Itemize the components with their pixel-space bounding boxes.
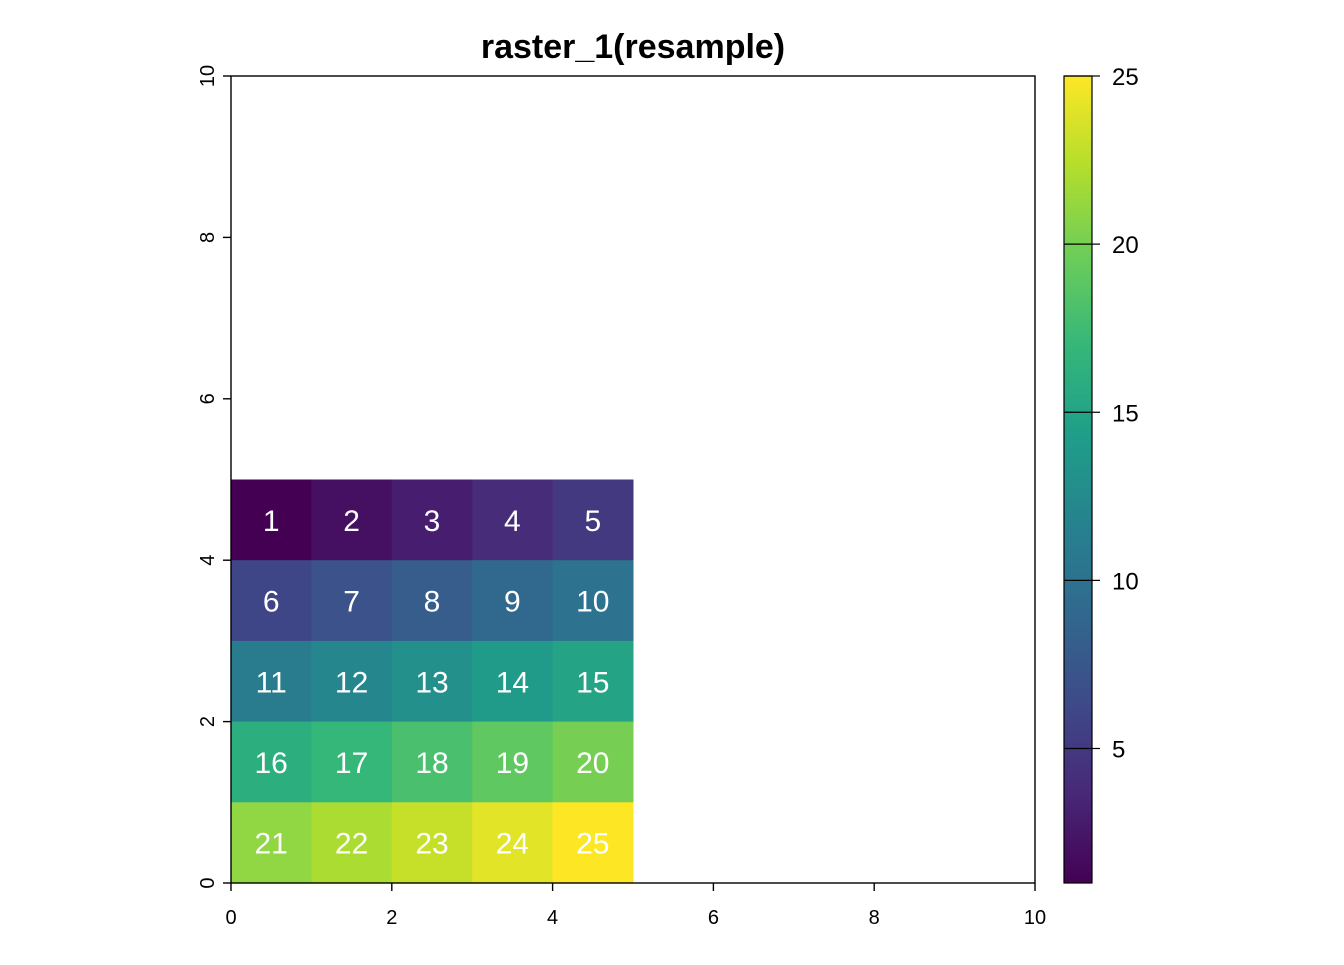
cell-value-label: 21 bbox=[255, 828, 288, 861]
raster-cell bbox=[472, 721, 554, 803]
legend-tick-label: 20 bbox=[1112, 232, 1139, 259]
legend-tick-label: 5 bbox=[1112, 737, 1125, 764]
raster-cell bbox=[391, 802, 473, 884]
cell-value-label: 4 bbox=[504, 505, 521, 538]
cell-value-label: 25 bbox=[576, 828, 609, 861]
raster-cell bbox=[472, 479, 554, 561]
x-tick-label: 0 bbox=[225, 907, 236, 929]
x-tick-label: 8 bbox=[869, 907, 880, 929]
raster-cell bbox=[231, 640, 312, 723]
y-tick-label: 10 bbox=[197, 65, 219, 87]
raster-cell bbox=[552, 802, 634, 884]
cell-value-label: 13 bbox=[415, 666, 448, 699]
cell-value-label: 22 bbox=[335, 828, 368, 861]
y-tick-label: 8 bbox=[197, 232, 219, 243]
x-tick-label: 6 bbox=[708, 907, 719, 929]
cell-value-label: 8 bbox=[424, 586, 441, 619]
legend-tick-label: 15 bbox=[1112, 400, 1139, 427]
cell-value-label: 19 bbox=[496, 747, 529, 780]
x-axis: 0 2 4 6 8 10 bbox=[225, 883, 1046, 929]
raster-cell bbox=[552, 721, 634, 803]
cell-value-label: 5 bbox=[584, 505, 601, 538]
cell-value-label: 24 bbox=[496, 828, 529, 861]
cell-value-label: 23 bbox=[415, 828, 448, 861]
raster-cell bbox=[391, 479, 473, 561]
chart-title: raster_1(resample) bbox=[481, 28, 785, 66]
raster-cell bbox=[391, 560, 473, 642]
cell-value-label: 6 bbox=[263, 586, 280, 619]
raster-cell bbox=[391, 721, 473, 803]
raster-cell bbox=[231, 802, 312, 884]
x-tick-label: 4 bbox=[547, 907, 558, 929]
raster-cell bbox=[311, 479, 393, 561]
raster-cell bbox=[472, 640, 554, 723]
raster-cell bbox=[231, 479, 312, 561]
cell-value-label: 3 bbox=[424, 505, 441, 538]
legend-tick-label: 10 bbox=[1112, 568, 1139, 595]
cell-value-label: 18 bbox=[415, 747, 448, 780]
cell-value-label: 2 bbox=[343, 505, 360, 538]
legend-tick-label: 25 bbox=[1112, 64, 1139, 91]
color-legend: 5 10 15 20 25 bbox=[1063, 64, 1139, 884]
raster-cell bbox=[391, 640, 473, 723]
cell-value-label: 11 bbox=[256, 666, 287, 699]
raster-cell bbox=[311, 721, 393, 803]
raster-cell bbox=[311, 802, 393, 884]
raster-cell bbox=[311, 640, 393, 723]
y-tick-label: 4 bbox=[197, 555, 219, 566]
legend-colorbar bbox=[1064, 76, 1092, 883]
raster-cell bbox=[552, 640, 634, 723]
cell-value-label: 14 bbox=[496, 666, 529, 699]
cell-value-label: 15 bbox=[576, 666, 609, 699]
y-tick-label: 2 bbox=[197, 716, 219, 727]
x-tick-label: 10 bbox=[1024, 907, 1046, 929]
raster-cell bbox=[311, 560, 393, 642]
raster-cell bbox=[552, 479, 634, 561]
raster-cell bbox=[472, 802, 554, 884]
cell-value-label: 16 bbox=[255, 747, 288, 780]
cell-value-label: 9 bbox=[504, 586, 521, 619]
raster-cell bbox=[552, 560, 634, 642]
plot-frame bbox=[230, 75, 1036, 884]
legend-frame bbox=[1063, 75, 1093, 884]
raster-cell bbox=[231, 721, 312, 803]
raster-cell bbox=[231, 560, 312, 642]
y-axis: 0 2 4 6 8 10 bbox=[197, 65, 231, 889]
cell-value-label: 17 bbox=[335, 747, 368, 780]
cell-value-label: 7 bbox=[343, 586, 360, 619]
y-tick-label: 0 bbox=[197, 877, 219, 888]
cell-value-label: 12 bbox=[335, 666, 368, 699]
raster-cell bbox=[472, 560, 554, 642]
y-tick-label: 6 bbox=[197, 393, 219, 404]
cell-value-label: 10 bbox=[576, 586, 609, 619]
cell-value-label: 20 bbox=[576, 747, 609, 780]
cell-value-label: 1 bbox=[263, 505, 280, 538]
x-tick-label: 2 bbox=[386, 907, 397, 929]
